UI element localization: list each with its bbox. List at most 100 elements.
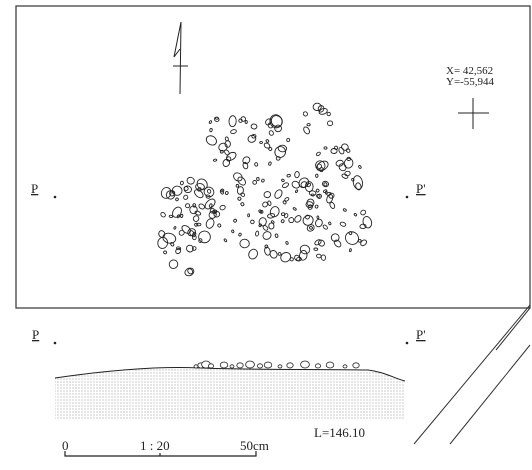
stone-120 (219, 204, 226, 211)
stone-221 (312, 102, 322, 112)
stone-108 (274, 233, 279, 238)
stone-122 (248, 248, 258, 260)
stone-162 (305, 214, 310, 220)
stone-210 (338, 163, 347, 172)
section-stones (193, 360, 360, 369)
stone-165 (328, 192, 335, 199)
stone-6 (218, 142, 228, 152)
stone-182 (267, 200, 272, 206)
frame-diagonal-upper (413, 304, 531, 445)
stone-74 (187, 268, 194, 275)
stone-219 (316, 163, 322, 170)
stone-155 (314, 204, 319, 209)
stone-225 (306, 123, 311, 127)
coordinate-x-label: X= 42,562 (446, 65, 493, 77)
stone-179 (286, 173, 291, 178)
stone-218 (352, 175, 364, 190)
stone-207 (316, 151, 321, 157)
stone-13 (226, 151, 237, 161)
stone-132 (240, 192, 246, 197)
stone-222 (303, 126, 310, 135)
stone-102 (205, 218, 215, 229)
section-point-p-prime-marker (405, 341, 409, 345)
section-soil-fill (55, 367, 405, 420)
stone-30 (224, 140, 231, 148)
stone-99 (256, 177, 260, 181)
stone-2 (250, 123, 258, 130)
stone-53 (181, 225, 191, 234)
stone-172 (284, 197, 290, 202)
stone-189 (306, 182, 312, 188)
stone-cluster (157, 102, 373, 277)
section-stone-3 (207, 363, 214, 369)
stone-195 (323, 182, 328, 187)
stone-198 (330, 148, 338, 154)
stone-57 (180, 213, 184, 218)
stone-158 (284, 213, 289, 219)
stone-1 (222, 158, 231, 167)
stone-51 (172, 206, 182, 218)
stone-90 (165, 190, 176, 200)
coordinate-y-label: Y=-55,944 (446, 76, 495, 88)
stone-173 (264, 244, 269, 249)
stone-116 (274, 189, 283, 199)
section-stone-11 (286, 362, 294, 369)
stone-27 (238, 118, 243, 123)
stone-183 (330, 233, 340, 242)
stone-142 (328, 221, 332, 226)
stone-230 (357, 238, 362, 243)
stone-66 (158, 230, 166, 238)
stone-76 (196, 178, 208, 190)
scale-length-label: 50cm (240, 438, 269, 453)
stone-223 (318, 107, 328, 115)
stone-164 (306, 224, 315, 232)
plan-frame (15, 5, 531, 309)
stone-32 (254, 162, 259, 167)
stone-28 (213, 116, 220, 122)
stone-69 (168, 214, 174, 218)
stone-234 (348, 231, 353, 235)
stone-140 (315, 188, 320, 193)
plan-point-p-prime-label: P' (416, 181, 426, 196)
stone-216 (326, 192, 332, 196)
stone-21 (209, 127, 213, 133)
stone-77 (183, 194, 189, 200)
stone-115 (233, 218, 237, 223)
stone-127 (223, 238, 228, 243)
stone-226 (317, 105, 325, 113)
stone-131 (264, 246, 271, 256)
stone-23 (275, 156, 281, 161)
stone-109 (252, 180, 258, 185)
stone-65 (173, 226, 177, 230)
stone-112 (240, 202, 245, 207)
stone-151 (316, 215, 320, 220)
stone-52 (194, 210, 202, 216)
stone-229 (362, 216, 373, 229)
stone-89 (186, 176, 195, 185)
plan-point-p-marker (53, 195, 57, 199)
stone-100 (238, 232, 242, 237)
stone-78 (194, 189, 204, 199)
stone-211 (317, 193, 322, 199)
stone-43 (157, 236, 169, 249)
section-stone-5 (229, 364, 235, 369)
section-stone-7 (245, 360, 255, 369)
stone-199 (355, 182, 362, 191)
stone-178 (280, 252, 292, 263)
stone-36 (208, 120, 213, 124)
stone-97 (269, 206, 280, 218)
stone-38 (219, 149, 224, 154)
stone-163 (318, 239, 325, 247)
stone-180 (316, 253, 322, 259)
stone-114 (208, 203, 213, 208)
stone-91 (194, 222, 199, 227)
section-stone-12 (300, 360, 310, 369)
stone-227 (327, 120, 334, 127)
stone-238 (349, 248, 352, 253)
stone-169 (281, 178, 285, 183)
stone-166 (291, 180, 300, 189)
stone-235 (342, 208, 347, 212)
stone-206 (335, 159, 344, 167)
stone-94 (183, 185, 192, 194)
stone-72 (163, 250, 168, 255)
